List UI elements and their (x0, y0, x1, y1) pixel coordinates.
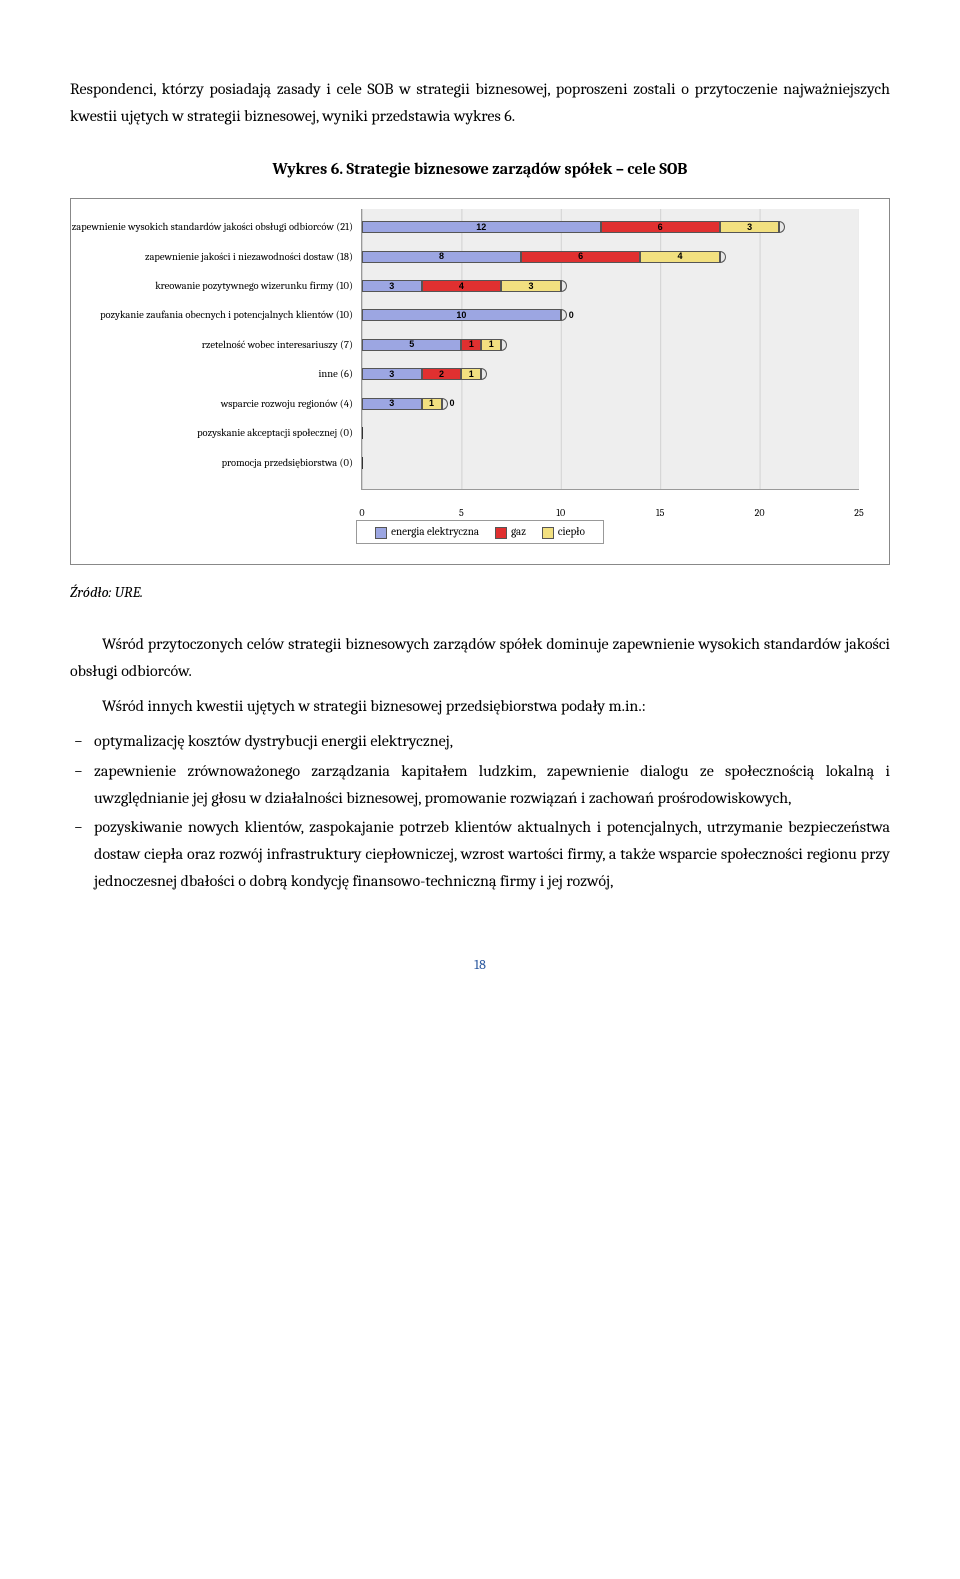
legend-swatch (495, 527, 507, 539)
chart-bar-segment: 6 (521, 251, 640, 263)
chart-bar-segment: 1 (422, 398, 442, 410)
chart-container: zapewnienie wysokich standardów jakości … (70, 198, 890, 564)
legend-item: gaz (495, 525, 526, 538)
list-item: pozyskiwanie nowych klientów, zaspokajan… (94, 814, 890, 896)
legend-label: energia elektryczna (391, 525, 479, 538)
chart-plot-area: zapewnienie wysokich standardów jakości … (361, 209, 859, 490)
list-item: optymalizację kosztów dystrybucji energi… (94, 728, 890, 755)
legend-label: gaz (511, 525, 526, 538)
chart-bar-segment: 6 (601, 221, 720, 233)
chart-title: Wykres 6. Strategie biznesowe zarządów s… (70, 160, 890, 178)
chart-x-tick: 10 (556, 507, 565, 519)
paragraph-1: Wśród przytoczonych celów strategii bizn… (70, 631, 890, 685)
chart-y-label: rzetelność wobec interesariuszy (7) (202, 339, 353, 351)
list-item: zapewnienie zrównoważonego zarządzania k… (94, 758, 890, 812)
bullet-list: optymalizację kosztów dystrybucji energi… (70, 728, 890, 895)
chart-bar-row (362, 426, 859, 440)
chart-y-label: zapewnienie jakości i niezawodności dost… (145, 251, 353, 263)
chart-bar-cap (481, 368, 487, 380)
chart-bar-value: 3 (389, 399, 394, 408)
chart-bar-value: 10 (456, 311, 466, 320)
chart-bar-value: 1 (469, 340, 474, 349)
chart-y-label: wsparcie rozwoju regionów (4) (221, 398, 353, 410)
chart-bar-value: 5 (409, 340, 414, 349)
chart-bar-segment: 8 (362, 251, 521, 263)
chart-y-label: inne (6) (318, 368, 353, 380)
chart-bar-segment: 1 (461, 339, 481, 351)
chart-bar-segment: 3 (362, 398, 422, 410)
chart-bar-value: 1 (489, 340, 494, 349)
chart-y-label: pozyskanie akceptacji społecznej (0) (197, 427, 353, 439)
chart-bar-value: 1 (469, 370, 474, 379)
chart-bar-segment: 3 (720, 221, 780, 233)
chart-bar-value: 0 (450, 399, 455, 408)
chart-bar-segment: 3 (501, 280, 561, 292)
chart-y-label: kreowanie pozytywnego wizerunku firmy (1… (155, 280, 353, 292)
chart-bar-cap (561, 280, 567, 292)
chart-bar-segment: 3 (362, 368, 422, 380)
legend-swatch (375, 527, 387, 539)
legend-item: energia elektryczna (375, 525, 479, 538)
chart-bar-value: 3 (747, 223, 752, 232)
chart-bar-value: 3 (528, 282, 533, 291)
chart-bar-segment: 10 (362, 309, 561, 321)
chart-bar-value: 6 (658, 223, 663, 232)
chart-bar-segment: 1 (481, 339, 501, 351)
chart-bar-segment: 1 (461, 368, 481, 380)
chart-bar-value: 12 (476, 223, 486, 232)
chart-source: Źródło: URE. (70, 583, 890, 601)
chart-bar-row: 3 1 0 (362, 397, 859, 411)
chart-bar-row: 3 4 3 (362, 279, 859, 293)
chart-zero-marker (362, 457, 367, 469)
chart-bar-value: 3 (389, 370, 394, 379)
chart-bar-value: 4 (678, 252, 683, 261)
chart-x-tick: 20 (755, 507, 765, 519)
chart-bar-value: 1 (429, 399, 434, 408)
chart-bar-segment: 5 (362, 339, 461, 351)
chart-x-tick: 15 (656, 507, 664, 519)
chart-bar-segment: 2 (422, 368, 462, 380)
chart-bar-row: 3 2 1 (362, 367, 859, 381)
chart-bar-row: 5 1 1 (362, 338, 859, 352)
chart-bar-value: 6 (578, 252, 583, 261)
paragraph-2: Wśród innych kwestii ujętych w strategii… (70, 693, 890, 720)
page-number: 18 (70, 956, 890, 973)
chart-bar-value: 2 (439, 370, 444, 379)
legend-label: ciepło (558, 525, 585, 538)
chart-bar-segment: 12 (362, 221, 601, 233)
chart-bar-row: 10 0 (362, 308, 859, 322)
chart-bar-cap (561, 309, 567, 321)
chart-y-label: pozykanie zaufania obecnych i potencjaln… (100, 309, 353, 321)
chart-x-tick: 0 (359, 507, 364, 519)
chart-bar-value: 3 (389, 282, 394, 291)
chart-bar-row: 12 6 3 (362, 220, 859, 234)
legend-item: ciepło (542, 525, 585, 538)
chart-bar-value: 8 (439, 252, 444, 261)
chart-legend: energia elektryczna gaz ciepło (81, 520, 879, 543)
chart-zero-marker (362, 427, 367, 439)
chart-bar-value: 0 (569, 311, 574, 320)
chart-x-tick: 5 (459, 507, 464, 519)
chart-y-label: zapewnienie wysokich standardów jakości … (72, 221, 353, 233)
chart-bar-cap (720, 251, 726, 263)
chart-bar-cap (501, 339, 507, 351)
chart-bar-cap (779, 221, 785, 233)
chart-bar-segment: 4 (640, 251, 720, 263)
chart-bar-row (362, 456, 859, 470)
chart-y-label: promocja przedsiębiorstwa (0) (222, 457, 353, 469)
chart-bar-segment: 4 (422, 280, 502, 292)
chart-bar-cap (442, 398, 448, 410)
intro-paragraph: Respondenci, którzy posiadają zasady i c… (70, 76, 890, 130)
legend-swatch (542, 527, 554, 539)
chart-bar-value: 4 (459, 282, 464, 291)
chart-x-tick: 25 (854, 507, 863, 519)
chart-bar-segment: 3 (362, 280, 422, 292)
chart-bar-row: 8 6 4 (362, 250, 859, 264)
